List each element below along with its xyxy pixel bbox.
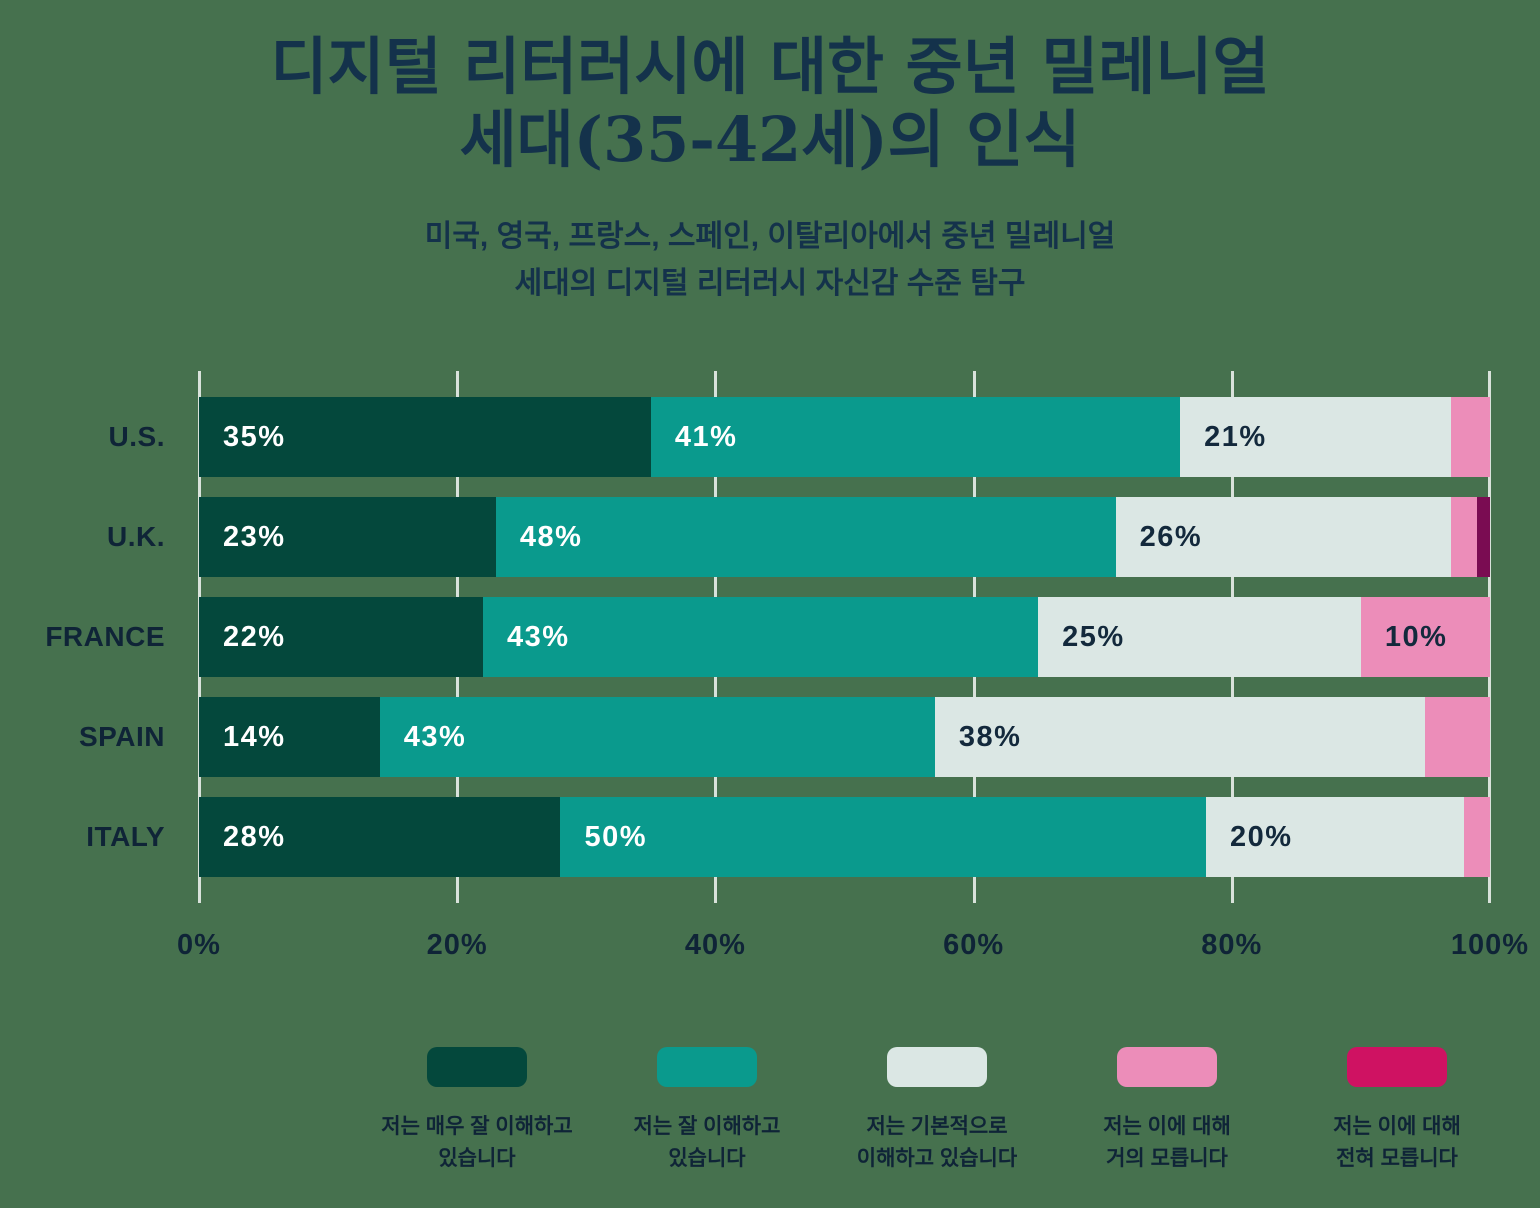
bar-segment-value: 43% bbox=[403, 720, 467, 753]
bar-segment: 35% bbox=[199, 397, 651, 478]
bar-segment: 10% bbox=[1360, 597, 1490, 678]
bar-segment-value: 28% bbox=[223, 820, 286, 853]
legend-item: 저는 매우 잘 이해하고 있습니다 bbox=[374, 1047, 580, 1174]
legend-swatch bbox=[887, 1047, 987, 1088]
legend-label: 저는 잘 이해하고 있습니다 bbox=[633, 1115, 781, 1170]
bar-segment bbox=[1425, 697, 1490, 778]
legend-label: 저는 이에 대해 거의 모릅니다 bbox=[1103, 1115, 1231, 1170]
chart-row: FRANCE 22% 43% 25% 10% bbox=[45, 597, 1490, 678]
bar-segment-value: 14% bbox=[223, 720, 286, 753]
legend-item: 저는 잘 이해하고 있습니다 bbox=[604, 1047, 810, 1174]
stacked-bar: 35% 41% 21% bbox=[199, 397, 1490, 478]
chart-row: U.S. 35% 41% 21% bbox=[109, 397, 1490, 478]
bar-segment: 41% bbox=[650, 397, 1181, 478]
chart-row: SPAIN 14% 43% 38% bbox=[79, 697, 1490, 778]
bar-segment: 38% bbox=[934, 697, 1426, 778]
stacked-bar: 28% 50% 20% bbox=[199, 797, 1490, 878]
category-label: U.S. bbox=[108, 421, 165, 453]
legend: 저는 매우 잘 이해하고 있습니다 저는 잘 이해하고 있습니다 저는 기본적으로 … bbox=[0, 1047, 1540, 1174]
bar-segment: 28% bbox=[199, 797, 561, 878]
bar-segment-value: 21% bbox=[1204, 420, 1267, 453]
x-tick-label: 0% bbox=[177, 929, 221, 962]
bar-segment: 22% bbox=[199, 597, 484, 678]
bar-segment: 20% bbox=[1205, 797, 1465, 878]
bar-segment-value: 48% bbox=[519, 520, 583, 553]
category-label: SPAIN bbox=[79, 721, 165, 753]
legend-swatch bbox=[427, 1047, 527, 1088]
legend-item: 저는 이에 대해 전혀 모릅니다 bbox=[1294, 1047, 1500, 1174]
bar-segment bbox=[1477, 497, 1490, 578]
x-tick-label: 60% bbox=[943, 929, 1005, 962]
bar-segment: 23% bbox=[199, 497, 496, 578]
bar-segment-value: 50% bbox=[584, 820, 648, 853]
bar-segment bbox=[1464, 797, 1490, 878]
legend-item: 저는 이에 대해 거의 모릅니다 bbox=[1064, 1047, 1270, 1174]
bar-segment: 21% bbox=[1180, 397, 1452, 478]
page-subtitle: 미국, 영국, 프랑스, 스페인, 이탈리아에서 중년 밀레니얼 세대의 디지털… bbox=[424, 220, 1116, 300]
x-tick-label: 40% bbox=[684, 929, 746, 962]
page-title: 디지털 리터러시에 대한 중년 밀레니얼 세대(35-42세)의 인식 bbox=[270, 30, 1270, 177]
legend-label: 저는 매우 잘 이해하고 있습니다 bbox=[381, 1115, 573, 1170]
category-label: U.K. bbox=[107, 521, 165, 553]
x-axis: 0% 20% 40% 60% 80% 100% bbox=[177, 903, 1528, 973]
bar-segment-value: 26% bbox=[1139, 520, 1203, 553]
bar-segment: 26% bbox=[1115, 497, 1452, 578]
bar-segment: 48% bbox=[495, 497, 1116, 578]
legend-swatch bbox=[657, 1047, 757, 1088]
bar-segment: 25% bbox=[1038, 597, 1361, 678]
bar-segment-value: 41% bbox=[674, 420, 738, 453]
stacked-bar-chart: U.S. 35% 41% 21% U.K. 23% 48% 26% FRANCE 22% 43% 25… bbox=[0, 371, 1540, 973]
chart-row: U.K. 23% 48% 26% bbox=[107, 497, 1490, 578]
bar-segment-value: 23% bbox=[223, 520, 286, 553]
bar-segment: 50% bbox=[560, 797, 1206, 878]
legend-swatch bbox=[1347, 1047, 1447, 1088]
bar-segment bbox=[1451, 397, 1490, 478]
legend-item: 저는 기본적으로 이해하고 있습니다 bbox=[834, 1047, 1040, 1174]
plot-area: U.S. 35% 41% 21% U.K. 23% 48% 26% FRANCE 22% 43% 25… bbox=[45, 371, 1491, 904]
legend-swatch bbox=[1117, 1047, 1217, 1088]
bar-segment-value: 43% bbox=[507, 620, 570, 653]
stacked-bar: 14% 43% 38% bbox=[199, 697, 1490, 778]
x-tick-label: 100% bbox=[1450, 929, 1530, 962]
bar-segment: 14% bbox=[199, 697, 380, 778]
bar-segment-value: 10% bbox=[1384, 620, 1448, 653]
category-label: ITALY bbox=[86, 821, 165, 853]
legend-label: 저는 기본적으로 이해하고 있습니다 bbox=[856, 1115, 1018, 1170]
bar-segment bbox=[1451, 497, 1478, 578]
bar-segment-value: 22% bbox=[223, 620, 286, 653]
category-label: FRANCE bbox=[45, 621, 165, 653]
bar-segment-value: 38% bbox=[958, 720, 1022, 753]
plot-rows: U.S. 35% 41% 21% U.K. 23% 48% 26% FRANCE 22% 43% 25… bbox=[45, 371, 1490, 903]
x-tick-label: 80% bbox=[1201, 929, 1263, 962]
stacked-bar: 23% 48% 26% bbox=[199, 497, 1490, 578]
bar-segment-value: 35% bbox=[223, 420, 286, 453]
chart-row: ITALY 28% 50% 20% bbox=[86, 797, 1490, 878]
bar-segment: 43% bbox=[379, 697, 935, 778]
bar-segment-value: 20% bbox=[1229, 820, 1293, 853]
bar-segment-value: 25% bbox=[1062, 620, 1125, 653]
legend-label: 저는 이에 대해 전혀 모릅니다 bbox=[1333, 1115, 1461, 1170]
bar-segment: 43% bbox=[483, 597, 1039, 678]
x-tick-label: 20% bbox=[426, 929, 488, 962]
stacked-bar: 22% 43% 25% 10% bbox=[199, 597, 1490, 678]
